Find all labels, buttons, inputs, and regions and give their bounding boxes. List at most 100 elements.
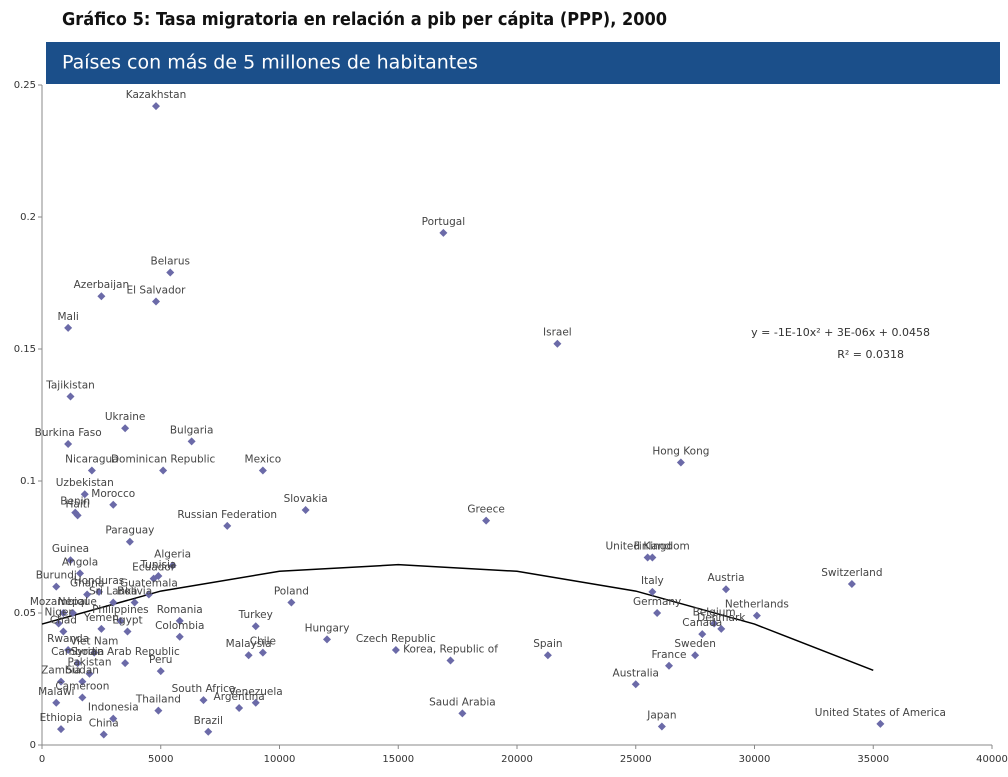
point	[80, 490, 89, 499]
point	[204, 727, 213, 736]
point	[121, 424, 130, 433]
point	[244, 651, 253, 660]
point-label: Zambia	[41, 665, 81, 677]
point-label: Slovakia	[284, 493, 328, 505]
point	[152, 102, 160, 111]
point	[152, 297, 160, 306]
point-label: Brazil	[194, 715, 223, 727]
point	[73, 659, 82, 668]
point	[657, 722, 666, 731]
point	[648, 553, 657, 562]
point	[95, 587, 103, 596]
point	[691, 651, 700, 660]
point	[57, 725, 65, 734]
point	[87, 466, 96, 475]
point-label: Ghana	[70, 578, 104, 590]
point-label: Netherlands	[725, 599, 789, 611]
point	[52, 698, 61, 707]
y-tick-label: 0.1	[20, 476, 36, 487]
point	[648, 587, 657, 596]
point	[59, 609, 68, 617]
point	[251, 698, 260, 707]
point-label: Guatemala	[120, 578, 178, 590]
x-tick-label: 10000	[264, 754, 296, 765]
point	[90, 648, 99, 657]
point	[121, 659, 130, 668]
point-label: Morocco	[91, 488, 135, 500]
point-label: Poland	[274, 585, 309, 597]
x-tick-label: 15000	[382, 754, 414, 765]
point	[66, 392, 75, 401]
point-label: Pakistan	[68, 657, 112, 669]
point	[458, 709, 467, 718]
point-label: Russian Federation	[177, 509, 277, 521]
point	[78, 693, 87, 702]
point-label: Viet Nam	[70, 636, 118, 648]
point	[258, 648, 267, 657]
point-label: South Africa	[172, 683, 236, 695]
point-label: Hong Kong	[652, 446, 709, 458]
y-tick-label: 0.05	[14, 608, 36, 619]
point	[130, 598, 139, 607]
point	[722, 585, 730, 594]
point-label: Egypt	[112, 614, 142, 626]
point	[54, 619, 63, 628]
point-label: Malaysia	[226, 638, 272, 650]
point-label: Thailand	[135, 694, 181, 706]
point	[446, 656, 455, 665]
point-label: Israel	[543, 327, 572, 339]
point-label: Burkina Faso	[35, 427, 102, 439]
point	[187, 437, 196, 446]
trendline	[41, 563, 874, 671]
y-tick-label: 0.15	[14, 344, 36, 355]
chart-title: Gráfico 5: Tasa migratoria en relación a…	[62, 9, 667, 30]
point-label: Mali	[57, 311, 78, 323]
point	[676, 458, 685, 467]
point	[223, 521, 232, 530]
point-label: Chad	[50, 614, 77, 626]
subtitle-banner	[46, 42, 1000, 84]
point	[99, 730, 108, 739]
point	[631, 680, 640, 689]
point	[159, 466, 168, 475]
point	[57, 677, 65, 686]
point	[154, 706, 163, 715]
x-tick-label: 40000	[976, 754, 1008, 765]
x-tick-label: 25000	[620, 754, 652, 765]
point-label: Mexico	[245, 453, 282, 465]
point	[301, 506, 310, 515]
point-label: Korea, Republic of	[403, 644, 498, 656]
point	[109, 714, 118, 723]
point-label: Colombia	[155, 620, 204, 632]
point-label: United States of America	[815, 707, 946, 719]
point-label: Tajikistan	[45, 380, 95, 392]
point-label: Venezuela	[229, 686, 283, 698]
point-label: Indonesia	[88, 702, 139, 714]
x-tick-label: 0	[39, 754, 45, 765]
point	[710, 619, 719, 628]
point	[116, 616, 125, 625]
point-label: Uzbekistan	[56, 477, 114, 489]
point-label: Malawi	[38, 686, 74, 698]
point	[156, 667, 165, 676]
point	[52, 582, 61, 591]
chart-subtitle: Países con más de 5 millones de habitant…	[62, 52, 478, 74]
point-label: Greece	[467, 504, 504, 516]
point-label: Australia	[613, 667, 659, 679]
point-label: Romania	[157, 604, 203, 616]
point-label: Italy	[641, 575, 664, 587]
point	[175, 632, 184, 641]
point	[73, 511, 82, 520]
point-label: Finland	[634, 541, 672, 553]
point-label: Haiti	[65, 498, 89, 510]
point-label: Paraguay	[105, 525, 154, 537]
point	[543, 651, 552, 660]
point-label: Kazakhstan	[126, 89, 187, 101]
point-label: Yemen	[83, 612, 119, 624]
r-squared: R² = 0.0318	[837, 348, 904, 361]
point-label: El Salvador	[127, 284, 187, 296]
point-label: Tunisia	[139, 559, 176, 571]
point	[76, 569, 84, 578]
point-label: Azerbaijan	[74, 279, 130, 291]
point-label: Niger	[45, 607, 74, 619]
